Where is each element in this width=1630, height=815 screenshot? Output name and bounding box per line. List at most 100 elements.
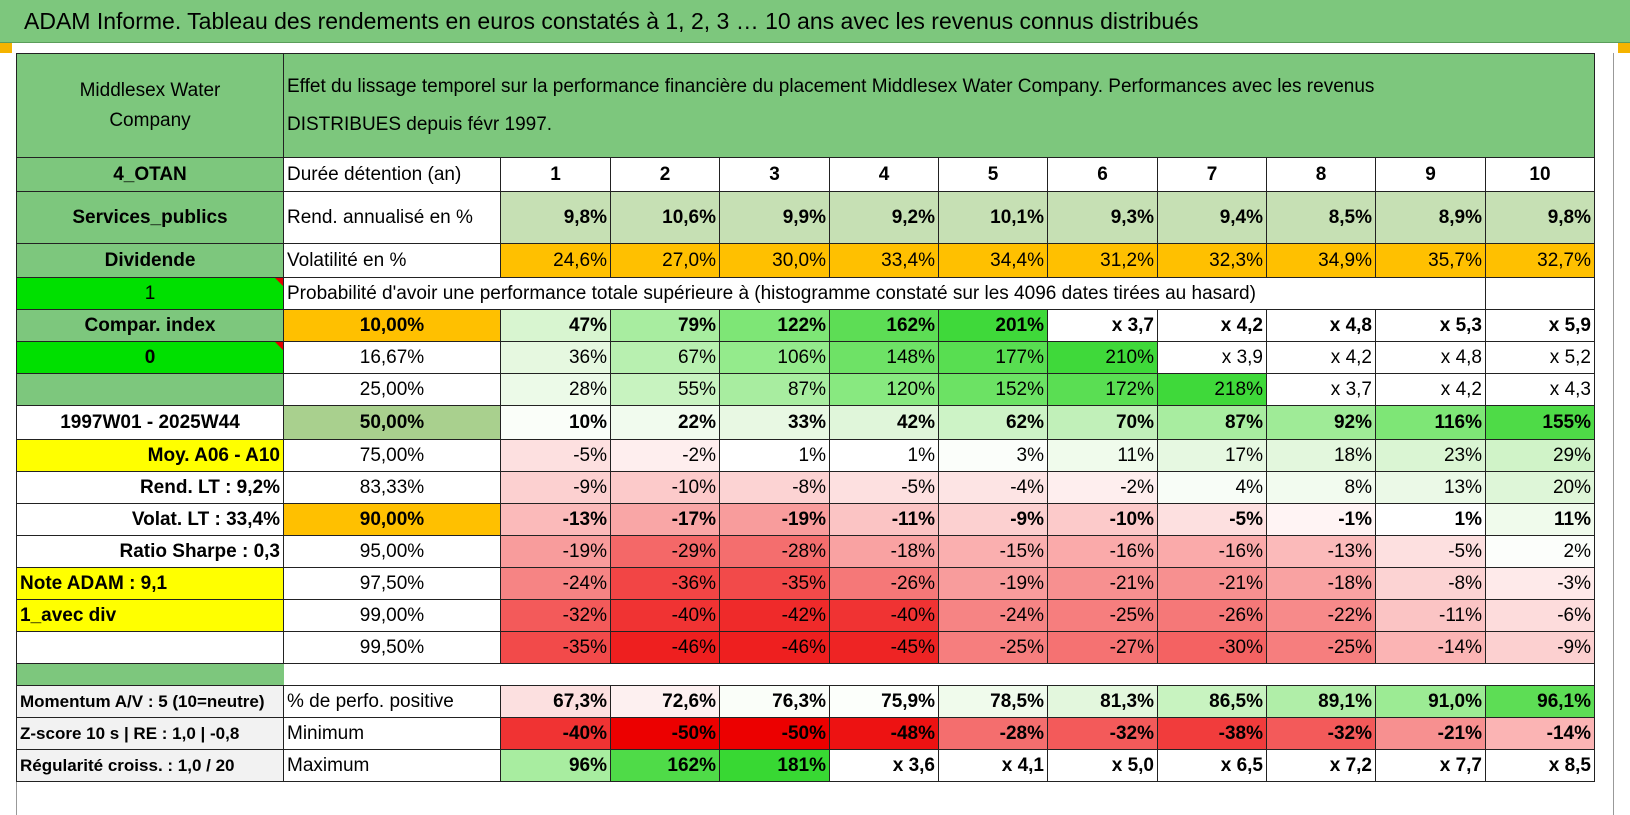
prob-row-4: 1997W01 - 2025W44 50,00% 10% 22% 33% 42% 62% 70… [16, 405, 1595, 440]
prob-value: -16% [1157, 535, 1267, 568]
prob-value: 122% [719, 309, 830, 342]
max-value: x 7,7 [1375, 749, 1486, 782]
prob-value: 120% [829, 373, 939, 406]
duree-label: Durée détention (an) [283, 157, 501, 192]
prob-value: -10% [610, 471, 720, 504]
vol-value-7: 32,3% [1157, 243, 1267, 278]
prob-value: 148% [829, 341, 939, 374]
prob-row-5: Moy. A06 - A10 75,00% -5% -2% 1% 1% 3% 11% 17% 18… [16, 439, 1595, 472]
max-value: x 5,0 [1047, 749, 1158, 782]
prob-value: -24% [938, 599, 1048, 632]
prob-row-7: Volat. LT : 33,4% 90,00% -13% -17% -19% -11% -… [16, 503, 1595, 536]
max-value: x 8,5 [1485, 749, 1595, 782]
prob-value: -4% [938, 471, 1048, 504]
spacer-empty [283, 663, 1595, 686]
prob-value: -19% [938, 567, 1048, 600]
min-value: -38% [1157, 717, 1267, 750]
pos-value: 91,0% [1375, 685, 1486, 718]
pos-value: 86,5% [1157, 685, 1267, 718]
rend-value-7: 9,4% [1157, 191, 1267, 244]
prob-row-1: Compar. index 10,00% 47% 79% 122% 162% 201% x 3… [16, 309, 1595, 342]
prob-value: 67% [610, 341, 720, 374]
compar-index-label: Compar. index [16, 309, 284, 342]
company-name-line2: Company [109, 109, 191, 131]
pos-value: 75,9% [829, 685, 939, 718]
prob-value: 13% [1375, 471, 1486, 504]
vol-label: Volatilité en % [283, 243, 501, 278]
prob-value: x 5,2 [1485, 341, 1595, 374]
year-header-6: 6 [1047, 157, 1158, 192]
threshold-pct: 75,00% [283, 439, 501, 472]
prob-title-row: 1 Probabilité d'avoir une performance to… [16, 277, 1595, 310]
prob-value: -25% [938, 631, 1048, 664]
vol-value-5: 34,4% [938, 243, 1048, 278]
years-row: 4_OTAN Durée détention (an) 1 2 3 4 5 6 7 8 9 10 [16, 157, 1595, 192]
prob-value: 87% [719, 373, 830, 406]
prob-value: 8% [1266, 471, 1376, 504]
prob-value: -19% [500, 535, 611, 568]
prob-value: x 5,3 [1375, 309, 1486, 342]
prob-value: -17% [610, 503, 720, 536]
prob-value: -40% [610, 599, 720, 632]
performance-table: Middlesex Water Company Effet du lissage… [16, 53, 1595, 782]
prob-value: -5% [1375, 535, 1486, 568]
prob-title-empty-cell [1375, 277, 1486, 310]
prob-value: x 4,8 [1375, 341, 1486, 374]
company-description: Effet du lissage temporel sur la perform… [283, 53, 1595, 158]
prob-value: -46% [719, 631, 830, 664]
prob-row-11: 99,50% -35% -46% -46% -45% -25% -27% -30% -25% -1… [16, 631, 1595, 664]
flag-0-cell: 0 [16, 341, 284, 374]
pos-value: 81,3% [1047, 685, 1158, 718]
vol-value-2: 27,0% [610, 243, 720, 278]
prob-value: 152% [938, 373, 1048, 406]
year-header-10: 10 [1485, 157, 1595, 192]
prob-value: 33% [719, 405, 830, 440]
rend-lt-label: Rend. LT : 9,2% [16, 471, 284, 504]
prob-value: -22% [1266, 599, 1376, 632]
prob-value: -3% [1485, 567, 1595, 600]
rend-row: Services_publics Rend. annualisé en % 9,… [16, 191, 1595, 244]
rend-value-9: 8,9% [1375, 191, 1486, 244]
prob-value: 70% [1047, 405, 1158, 440]
prob-value: -26% [1157, 599, 1267, 632]
prob-value: -18% [829, 535, 939, 568]
prob-value: -8% [1375, 567, 1486, 600]
rend-value-2: 10,6% [610, 191, 720, 244]
max-value: 96% [500, 749, 611, 782]
volat-lt-label: Volat. LT : 33,4% [16, 503, 284, 536]
prob-row-2: 0 16,67% 36% 67% 106% 148% 177% 210% x 3,9 x 4,2 x… [16, 341, 1595, 374]
stats-row-min: Z-score 10 s | RE : 1,0 | -0,8 Minimum -40… [16, 717, 1595, 750]
vol-value-8: 34,9% [1266, 243, 1376, 278]
sector-label: Services_publics [16, 191, 284, 244]
regularite-label: Régularité croiss. : 1,0 / 20 [16, 749, 284, 782]
year-header-4: 4 [829, 157, 939, 192]
prob-value: -5% [500, 439, 611, 472]
threshold-pct: 90,00% [283, 503, 501, 536]
threshold-pct: 83,33% [283, 471, 501, 504]
year-header-8: 8 [1266, 157, 1376, 192]
max-value: 162% [610, 749, 720, 782]
prob-value: -9% [1485, 631, 1595, 664]
threshold-pct: 50,00% [283, 405, 501, 440]
rend-label: Rend. annualisé en % [283, 191, 501, 244]
threshold-pct: 99,00% [283, 599, 501, 632]
prob-value: -25% [1266, 631, 1376, 664]
prob-value: -9% [938, 503, 1048, 536]
min-value: -48% [829, 717, 939, 750]
prob-value: 106% [719, 341, 830, 374]
prob-value: 2% [1485, 535, 1595, 568]
company-name: Middlesex Water Company [16, 53, 284, 158]
prob-value: -36% [610, 567, 720, 600]
prob-row-3: 25,00% 28% 55% 87% 120% 152% 172% 218% x 3,7 x 4,… [16, 373, 1595, 406]
prob-value: x 3,7 [1047, 309, 1158, 342]
prob-value: 23% [1375, 439, 1486, 472]
prob-value: 28% [500, 373, 611, 406]
prob-value: 1% [1375, 503, 1486, 536]
prob-row-8: Ratio Sharpe : 0,3 95,00% -19% -29% -28% -18%… [16, 535, 1595, 568]
prob-value: -45% [829, 631, 939, 664]
prob-value: 42% [829, 405, 939, 440]
prob-value: -29% [610, 535, 720, 568]
prob-value: -42% [719, 599, 830, 632]
spacer-row [16, 663, 1595, 686]
max-value: x 4,1 [938, 749, 1048, 782]
